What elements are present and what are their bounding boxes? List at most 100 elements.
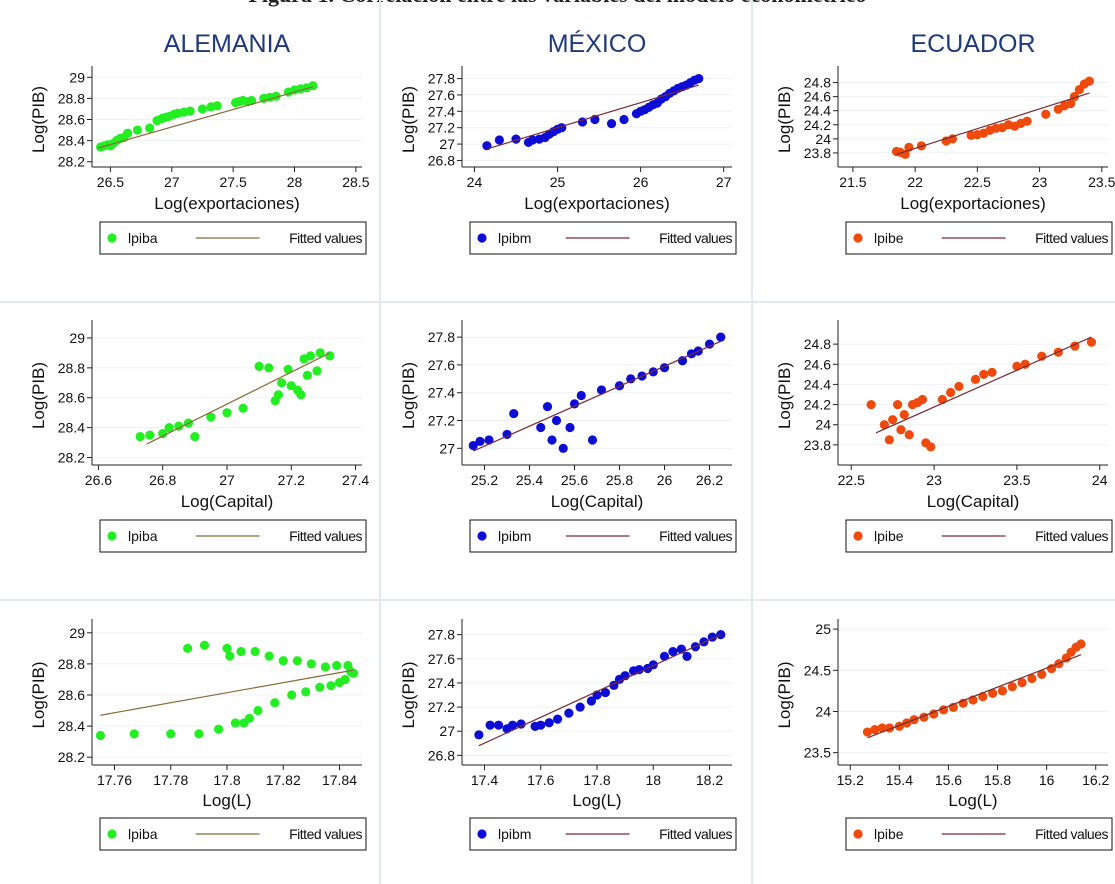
data-point [270,698,280,708]
y-tick-label: 24 [815,703,831,719]
x-axis-label: Log(L) [202,791,251,810]
y-axis-label: Log(PIB) [399,86,418,153]
data-point [190,432,200,442]
x-axis-label: Log(L) [572,791,621,810]
panel-6: 23.8 24 24.2 24.4 24.6 24.8 22.5 23 23.5 24 Log(Ca… [775,320,1113,553]
x-tick-label: 15.2 [837,772,864,788]
panel-8: 26.8 27 27.2 27.4 27.6 27.8 17.4 17.6 17.8 18 18.2… [399,619,737,851]
legend-points-label: lpibm [498,826,531,842]
data-point [1017,678,1027,688]
x-tick-label: 17.4 [471,772,498,788]
data-point [236,646,246,657]
data-point [1037,669,1047,680]
data-point [1066,99,1076,109]
data-point [315,682,325,692]
x-tick-label: 24 [1092,472,1108,488]
y-tick-label: 26.8 [428,747,455,763]
data-point [587,435,598,445]
legend-line-label: Fitted values [1035,230,1108,246]
x-axis-label: Log(exportaciones) [900,194,1046,213]
fitted-line [473,340,721,452]
x-tick-label: 16.2 [1082,772,1109,788]
data-point [575,702,585,712]
data-point [264,651,274,661]
x-axis-label: Log(L) [948,791,997,810]
y-tick-label: 24.2 [804,117,831,133]
data-point [619,114,629,125]
x-tick-label: 23.5 [1088,174,1115,190]
data-point [569,399,580,409]
legend-points-label: lpibe [874,826,904,842]
x-axis-label: Log(Capital) [551,492,644,511]
y-tick-label: 27.2 [428,699,455,715]
panel-1: ALEMANIA 28.2 28.4 28.6 28.8 29 26.5 27 27.5 28 28… [29,30,370,255]
data-point [485,720,495,730]
legend: lpibm Fitted values [469,519,737,553]
data-point [1027,673,1037,684]
legend-line-label: Fitted values [1035,826,1108,842]
data-point [979,369,989,379]
data-point [278,656,288,666]
y-tick-label: 27.8 [428,627,455,643]
legend: lpiba Fitted values [99,817,367,851]
data-point [988,688,998,698]
data-point [264,363,274,373]
data-point [238,403,248,413]
data-point [899,410,909,420]
data-point [332,660,342,671]
data-point [1084,76,1094,86]
data-point [222,408,232,418]
x-tick-label: 17.8 [213,772,240,788]
data-point [596,385,607,395]
data-point [292,656,302,666]
legend: lpiba Fitted values [99,519,367,553]
legend: lpibm Fitted values [469,817,737,851]
data-point [648,660,658,670]
x-tick-label: 27.4 [342,472,369,488]
x-tick-label: 27 [219,472,235,488]
y-tick-label: 28.8 [58,90,85,106]
y-tick-label: 23.8 [804,437,831,453]
x-tick-label: 26.8 [149,472,176,488]
x-tick-label: 17.82 [266,772,301,788]
y-tick-label: 24.4 [804,103,831,119]
x-tick-label: 17.78 [153,772,188,788]
y-tick-label: 28.2 [58,450,85,466]
data-point [508,720,518,730]
x-tick-label: 22.5 [838,472,865,488]
panel-9: 23.5 24 24.5 25 15.2 15.4 15.6 15.8 16 16.2 Log(L)… [775,619,1113,851]
legend-line-label: Fitted values [289,826,362,842]
y-tick-label: 24.6 [804,356,831,372]
data-point [174,421,184,431]
data-point [145,430,155,440]
fitted-line [896,92,1090,155]
data-point [206,412,216,422]
y-tick-label: 27.2 [428,413,455,429]
legend-marker [107,829,117,839]
data-point [1007,682,1017,692]
y-tick-label: 27 [439,136,455,152]
y-axis-label: Log(PIB) [29,86,48,153]
x-tick-label: 27.2 [278,472,305,488]
x-tick-label: 25.2 [471,472,498,488]
data-point [194,729,204,739]
data-point [536,720,546,730]
data-point [866,399,876,410]
data-point [129,729,139,739]
data-point [326,681,336,691]
x-tick-label: 23.5 [1003,472,1030,488]
data-point [212,101,222,111]
data-point [987,367,997,377]
data-point [551,415,562,426]
fitted-line [486,84,699,150]
data-point [558,443,568,453]
y-tick-label: 27.4 [428,385,455,401]
legend: lpibe Fitted values [845,221,1113,255]
fitted-line [100,669,354,716]
x-tick-label: 21.5 [839,174,866,190]
data-point [308,81,318,91]
y-tick-label: 28.8 [58,656,85,672]
y-axis-label: Log(PIB) [29,362,48,429]
data-point [164,423,174,433]
